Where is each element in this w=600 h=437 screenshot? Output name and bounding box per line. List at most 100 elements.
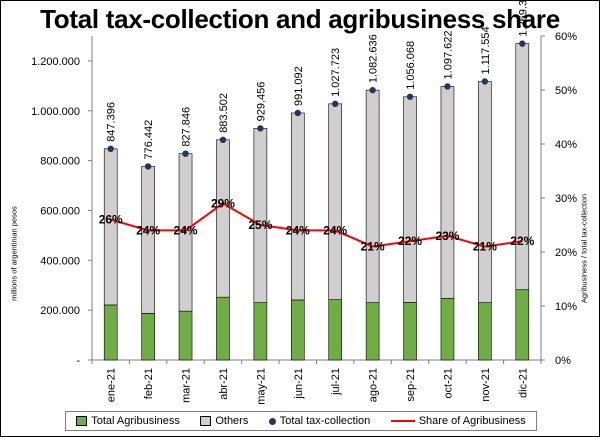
legend: Total Agribusiness Others Total tax-coll…: [65, 411, 537, 431]
x-tick-label: jun-21: [293, 368, 305, 400]
total-data-label: 1.027.723: [330, 48, 342, 97]
total-tax-point: [182, 150, 189, 157]
legend-swatch-others: [200, 416, 212, 426]
total-data-label: 776.442: [143, 120, 155, 160]
x-tick-label: jul-21: [330, 368, 342, 396]
bar-agribusiness: [478, 302, 492, 361]
x-tick-label: abr-21: [218, 368, 230, 400]
legend-item-share: Share of Agribusiness: [390, 415, 526, 427]
total-tax-point: [444, 83, 451, 90]
share-data-label: 21%: [361, 240, 385, 254]
bar-others: [515, 43, 530, 291]
legend-item-others: Others: [200, 415, 248, 427]
bar-others: [141, 166, 155, 314]
legend-label-total: Total tax-collection: [279, 415, 371, 427]
total-tax-point: [369, 86, 376, 94]
legend-label-share: Share of Agribusiness: [418, 415, 526, 427]
bar-agribusiness: [290, 299, 305, 361]
total-data-label: 1.097.622: [442, 31, 454, 80]
bar-others: [290, 112, 305, 301]
legend-swatch-agribusiness: [76, 416, 88, 426]
bar-agribusiness: [103, 304, 118, 361]
bar-agribusiness: [141, 313, 155, 361]
total-tax-point: [107, 145, 114, 153]
bar-agribusiness: [216, 296, 230, 361]
y2-tick-label: 0%: [555, 355, 571, 367]
share-data-label: 23%: [435, 229, 459, 243]
y2-tick-label: 50%: [555, 85, 577, 97]
legend-swatch-total: [268, 417, 276, 425]
y-tick-label: 800.000: [40, 156, 80, 168]
x-tick-label: oct-21: [442, 368, 454, 399]
bar-others: [478, 81, 492, 303]
total-data-label: 847.396: [106, 102, 118, 142]
x-tick-label: ene-21: [106, 368, 118, 402]
bar-agribusiness: [365, 302, 380, 361]
total-data-label: 991.092: [293, 66, 305, 106]
y-tick-label: 1.200.000: [31, 56, 80, 68]
x-tick-label: nov-21: [480, 368, 492, 402]
y-tick-label: 200.000: [40, 305, 80, 317]
bar-agribusiness: [515, 289, 530, 361]
total-tax-point: [519, 40, 526, 47]
bar-others: [103, 148, 118, 306]
total-tax-point: [332, 100, 339, 108]
total-data-label: 1.056.068: [405, 41, 417, 90]
total-tax-point: [294, 109, 301, 117]
y-tick-label: 400.000: [40, 255, 80, 267]
share-data-label: 26%: [99, 213, 123, 227]
bar-others: [365, 89, 380, 303]
total-data-label: 827.846: [181, 107, 193, 147]
share-data-label: 22%: [510, 234, 534, 248]
total-data-label: 1.082.636: [368, 34, 380, 83]
legend-swatch-share: [390, 420, 415, 422]
y-tick-label: -: [76, 355, 80, 367]
y-tick-label: 600.000: [40, 205, 80, 217]
share-data-label: 24%: [286, 223, 310, 237]
bar-agribusiness: [328, 299, 343, 361]
share-data-label: 24%: [136, 223, 160, 237]
share-data-label: 21%: [473, 240, 497, 254]
x-tick-label: ago-21: [368, 368, 380, 402]
share-data-label: 25%: [248, 218, 272, 232]
chart-title: Total tax-collection and agribusiness sh…: [40, 4, 560, 34]
total-tax-point: [406, 93, 414, 100]
total-data-label: 929.456: [255, 82, 267, 122]
y-tick-label: 1.000.000: [31, 106, 80, 118]
total-tax-point: [219, 136, 227, 144]
share-data-label: 22%: [398, 234, 422, 248]
total-tax-point: [481, 78, 489, 85]
bar-others: [403, 96, 417, 303]
share-data-label: 24%: [174, 223, 198, 237]
bar-others: [253, 128, 268, 303]
total-tax-point: [144, 163, 152, 170]
total-data-label: 883.502: [218, 93, 230, 133]
y2-tick-label: 20%: [555, 247, 577, 259]
legend-label-others: Others: [215, 415, 249, 427]
bar-agribusiness: [440, 298, 455, 361]
x-tick-label: sep-21: [405, 368, 417, 402]
x-tick-label: mar-21: [181, 368, 193, 403]
legend-item-agribusiness: Total Agribusiness: [76, 415, 180, 427]
total-tax-point: [257, 125, 264, 132]
bar-agribusiness: [403, 302, 417, 361]
y2-tick-label: 60%: [555, 31, 577, 43]
legend-item-total: Total tax-collection: [268, 415, 371, 427]
share-data-label: 29%: [211, 196, 235, 210]
y2-tick-label: 40%: [555, 139, 577, 151]
y2-tick-label: 30%: [555, 193, 577, 205]
bar-agribusiness: [178, 310, 193, 361]
x-tick-label: feb-21: [143, 368, 155, 399]
total-data-label: 1.269.391: [517, 0, 529, 37]
legend-label-agribusiness: Total Agribusiness: [91, 415, 180, 427]
bar-others: [440, 86, 455, 299]
x-tick-label: dic-21: [517, 368, 529, 398]
bar-others: [328, 103, 343, 300]
y2-tick-label: 10%: [555, 301, 577, 313]
x-tick-label: may-21: [255, 368, 267, 405]
line-share-agribusiness: [110, 202, 523, 248]
share-data-label: 24%: [323, 223, 347, 237]
bar-others: [216, 139, 230, 298]
bar-agribusiness: [253, 302, 268, 361]
